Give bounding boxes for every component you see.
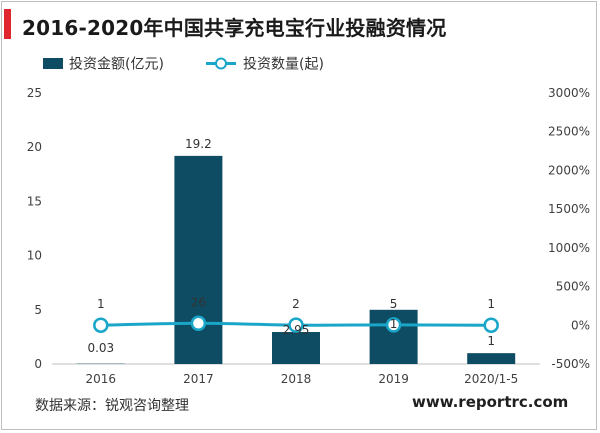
title-accent-bar <box>4 9 11 39</box>
y-right-tick-label: 1500% <box>548 202 590 216</box>
x-tick-label: 2020/1-5 <box>464 372 518 386</box>
x-tick-label: 2018 <box>281 372 312 386</box>
y-right-tick-label: 1000% <box>548 241 590 255</box>
y-left-tick-label: 0 <box>34 357 42 371</box>
x-tick-label: 2019 <box>378 372 409 386</box>
line-point <box>483 317 499 333</box>
legend-line-label: 投资数量(起) <box>243 57 324 73</box>
bar-value-label: 19.2 <box>185 137 212 151</box>
bar <box>467 353 516 364</box>
legend-bar-label: 投资金额(亿元) <box>69 57 164 73</box>
y-left-tick-label: 10 <box>27 249 42 263</box>
y-left-tick-label: 5 <box>34 303 42 317</box>
bar-value-label: 0.03 <box>87 341 114 355</box>
y-left-tick-label: 20 <box>27 140 42 154</box>
line-point <box>93 317 109 333</box>
legend-line-marker <box>215 57 227 70</box>
x-tick-label: 2016 <box>86 372 117 386</box>
y-right-tick-label: 2000% <box>548 163 590 177</box>
bar <box>174 155 223 364</box>
y-right-tick-label: 0% <box>571 318 590 332</box>
bar-value-label: 2.95 <box>283 323 310 337</box>
y-left-tick-label: 15 <box>27 194 42 208</box>
line-value-label: 2 <box>292 297 300 311</box>
bar-value-label: 1 <box>390 317 398 331</box>
line-value-label: 5 <box>390 297 398 311</box>
line-value-label: 26 <box>191 295 206 309</box>
y-right-tick-label: 3000% <box>548 86 590 100</box>
bar <box>272 332 320 364</box>
line-point <box>288 317 304 333</box>
line-value-label: 1 <box>97 297 105 311</box>
line-point <box>385 317 402 333</box>
line-point <box>190 315 207 332</box>
source-note: 数据来源：锐观咨询整理 <box>35 398 189 414</box>
line-value-label: 1 <box>487 297 495 311</box>
y-right-tick-label: 2500% <box>548 125 590 139</box>
legend: 投资金额(亿元) 投资数量(起) <box>43 57 324 73</box>
chart-title: 2016-2020年中国共享充电宝行业投融资情况 <box>22 16 447 40</box>
bar-value-label: 1 <box>487 334 495 348</box>
legend-bar-swatch <box>43 58 63 69</box>
y-right-tick-label: -500% <box>551 357 590 371</box>
y-right-tick-label: 500% <box>556 280 590 294</box>
x-tick-label: 2017 <box>183 372 214 386</box>
y-left-tick-label: 25 <box>27 86 42 100</box>
watermark: www.reportrc.com <box>412 393 569 411</box>
